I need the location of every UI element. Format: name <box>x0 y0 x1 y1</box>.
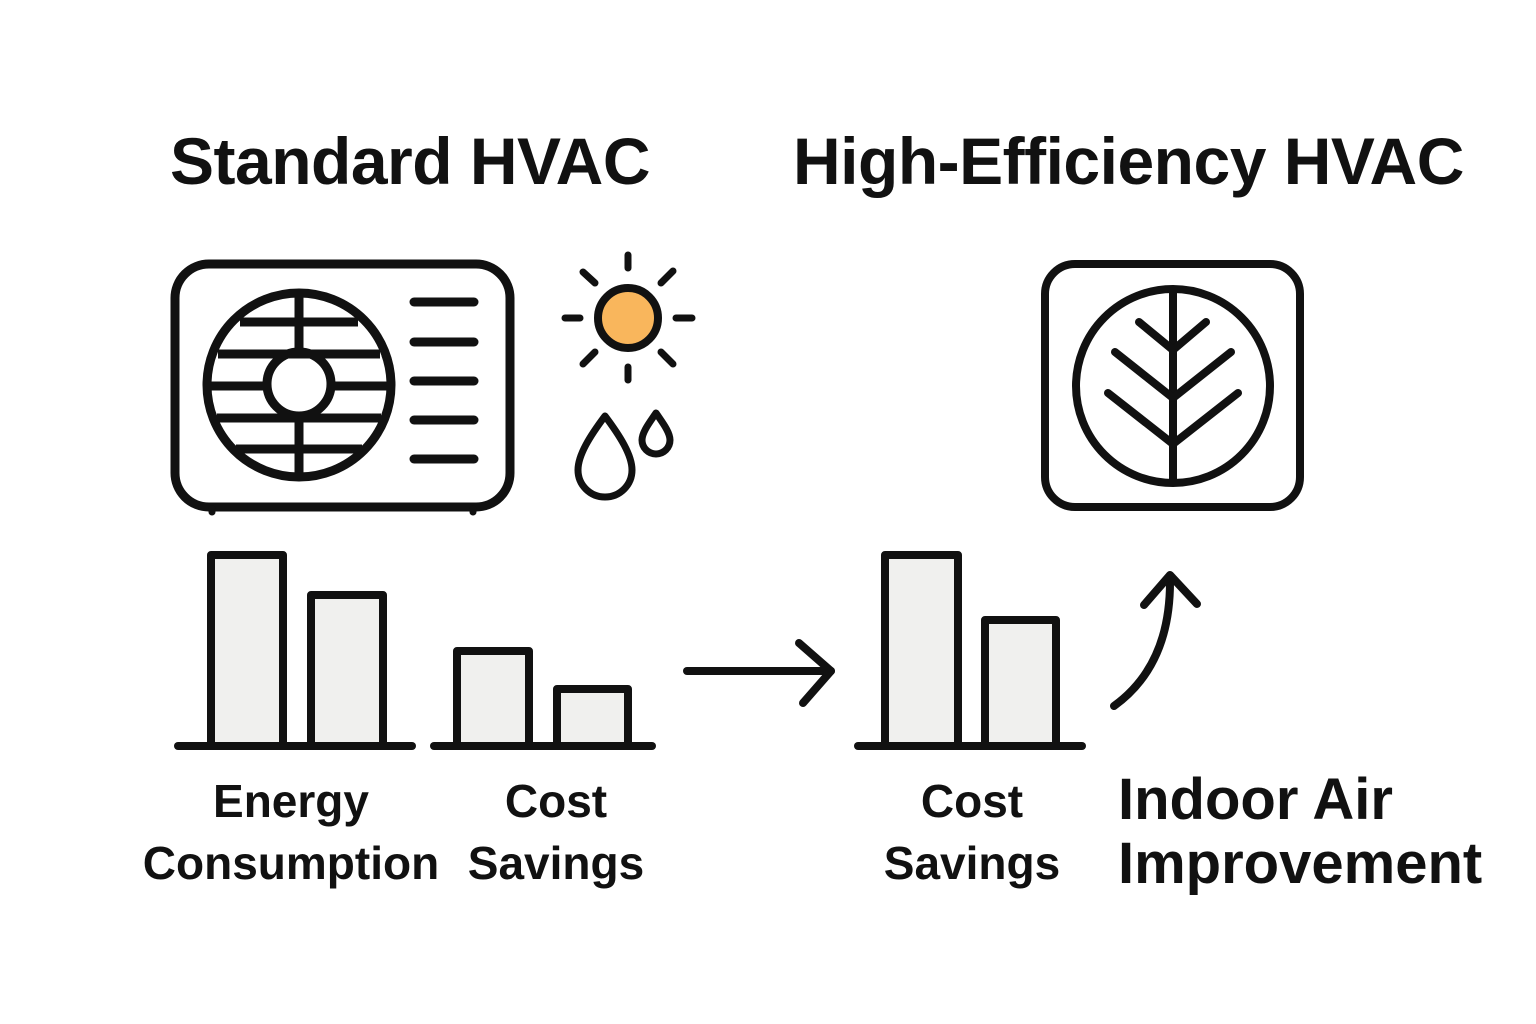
cost-bar-1 <box>453 647 533 750</box>
curved-up-arrow-icon <box>1110 571 1201 710</box>
efficient-cost-bar-1 <box>881 551 962 750</box>
cost-savings-right-line1: Cost <box>920 775 1024 827</box>
outdoor-ac-unit-icon <box>170 259 515 516</box>
right-arrow-icon <box>683 639 835 707</box>
indoor-air-improvement-label: Indoor Air Improvement <box>1118 768 1498 896</box>
leaf-icon <box>1041 260 1304 511</box>
sun-icon <box>561 251 696 384</box>
cost-savings-left-line1: Cost <box>504 775 608 827</box>
cost-savings-left-line2: Savings <box>467 837 645 889</box>
water-drops-icon <box>574 409 674 501</box>
indoor-air-line1: Indoor Air <box>1118 767 1393 832</box>
energy-consumption-line2: Consumption <box>142 837 440 889</box>
energy-bar-1 <box>207 551 287 750</box>
energy-bar-2 <box>307 591 387 750</box>
energy-consumption-chart <box>174 551 416 750</box>
cost-savings-chart-standard <box>430 647 656 750</box>
energy-consumption-line1: Energy <box>213 775 369 827</box>
cost-bar-2 <box>553 685 632 750</box>
energy-consumption-label: Energy Consumption <box>126 770 456 894</box>
standard-hvac-title: Standard HVAC <box>170 124 651 198</box>
cost-savings-chart-efficient <box>854 551 1086 750</box>
indoor-air-line2: Improvement <box>1118 831 1483 896</box>
high-efficiency-hvac-title: High-Efficiency HVAC <box>793 124 1464 198</box>
efficient-cost-bar-2 <box>981 616 1060 750</box>
cost-savings-right-line2: Savings <box>883 837 1061 889</box>
cost-savings-right-label: Cost Savings <box>872 770 1072 894</box>
cost-savings-left-label: Cost Savings <box>458 770 654 894</box>
